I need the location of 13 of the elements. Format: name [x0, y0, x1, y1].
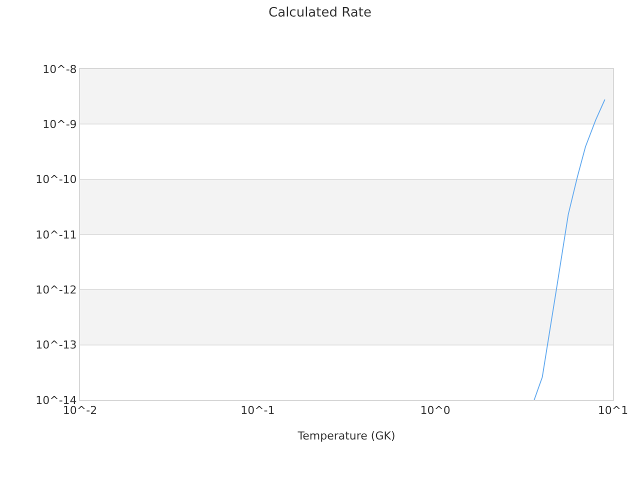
y-tick-label: 10^-9 — [42, 118, 77, 132]
x-tick-label: 10^0 — [420, 404, 450, 418]
x-axis-title: Temperature (GK) — [296, 429, 396, 442]
x-tick-label: 10^-2 — [62, 404, 98, 418]
y-tick-label: 10^-12 — [36, 284, 77, 297]
chart-title: Calculated Rate — [268, 5, 372, 20]
y-tick-label: 10^-14 — [36, 394, 77, 407]
x-tick-label: 10^-1 — [240, 404, 275, 418]
y-tick-label: 10^-8 — [42, 62, 77, 76]
x-tick-label: 10^1 — [598, 404, 628, 418]
y-tick-label: 10^-11 — [36, 228, 77, 242]
y-tick-label: 10^-13 — [36, 338, 77, 352]
y-tick-label: 10^-10 — [36, 173, 77, 186]
